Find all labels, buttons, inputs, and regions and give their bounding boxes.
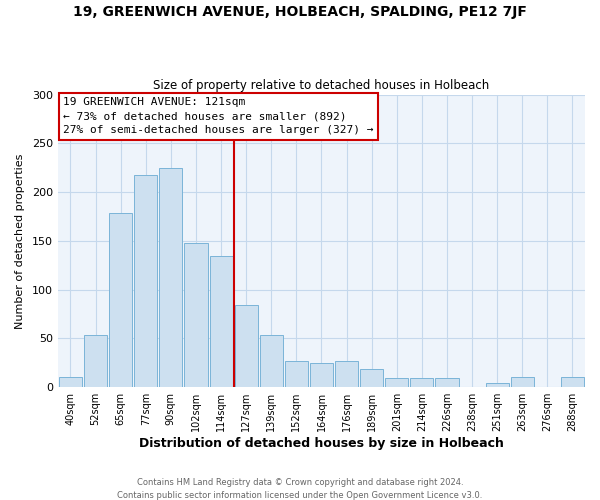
Bar <box>511 378 534 387</box>
Bar <box>84 334 107 387</box>
Bar <box>285 361 308 387</box>
Bar <box>134 174 157 387</box>
Y-axis label: Number of detached properties: Number of detached properties <box>15 153 25 328</box>
Text: 19, GREENWICH AVENUE, HOLBEACH, SPALDING, PE12 7JF: 19, GREENWICH AVENUE, HOLBEACH, SPALDING… <box>73 5 527 19</box>
Text: Contains HM Land Registry data © Crown copyright and database right 2024.
Contai: Contains HM Land Registry data © Crown c… <box>118 478 482 500</box>
X-axis label: Distribution of detached houses by size in Holbeach: Distribution of detached houses by size … <box>139 437 504 450</box>
Bar <box>209 256 233 387</box>
Title: Size of property relative to detached houses in Holbeach: Size of property relative to detached ho… <box>154 79 490 92</box>
Bar <box>235 306 258 387</box>
Bar <box>310 363 333 387</box>
Bar <box>109 212 132 387</box>
Bar <box>385 378 409 387</box>
Bar <box>59 378 82 387</box>
Text: 19 GREENWICH AVENUE: 121sqm
← 73% of detached houses are smaller (892)
27% of se: 19 GREENWICH AVENUE: 121sqm ← 73% of det… <box>63 98 374 136</box>
Bar <box>485 384 509 387</box>
Bar <box>260 334 283 387</box>
Bar <box>561 378 584 387</box>
Bar <box>335 361 358 387</box>
Bar <box>184 243 208 387</box>
Bar <box>410 378 433 387</box>
Bar <box>436 378 458 387</box>
Bar <box>160 168 182 387</box>
Bar <box>360 368 383 387</box>
